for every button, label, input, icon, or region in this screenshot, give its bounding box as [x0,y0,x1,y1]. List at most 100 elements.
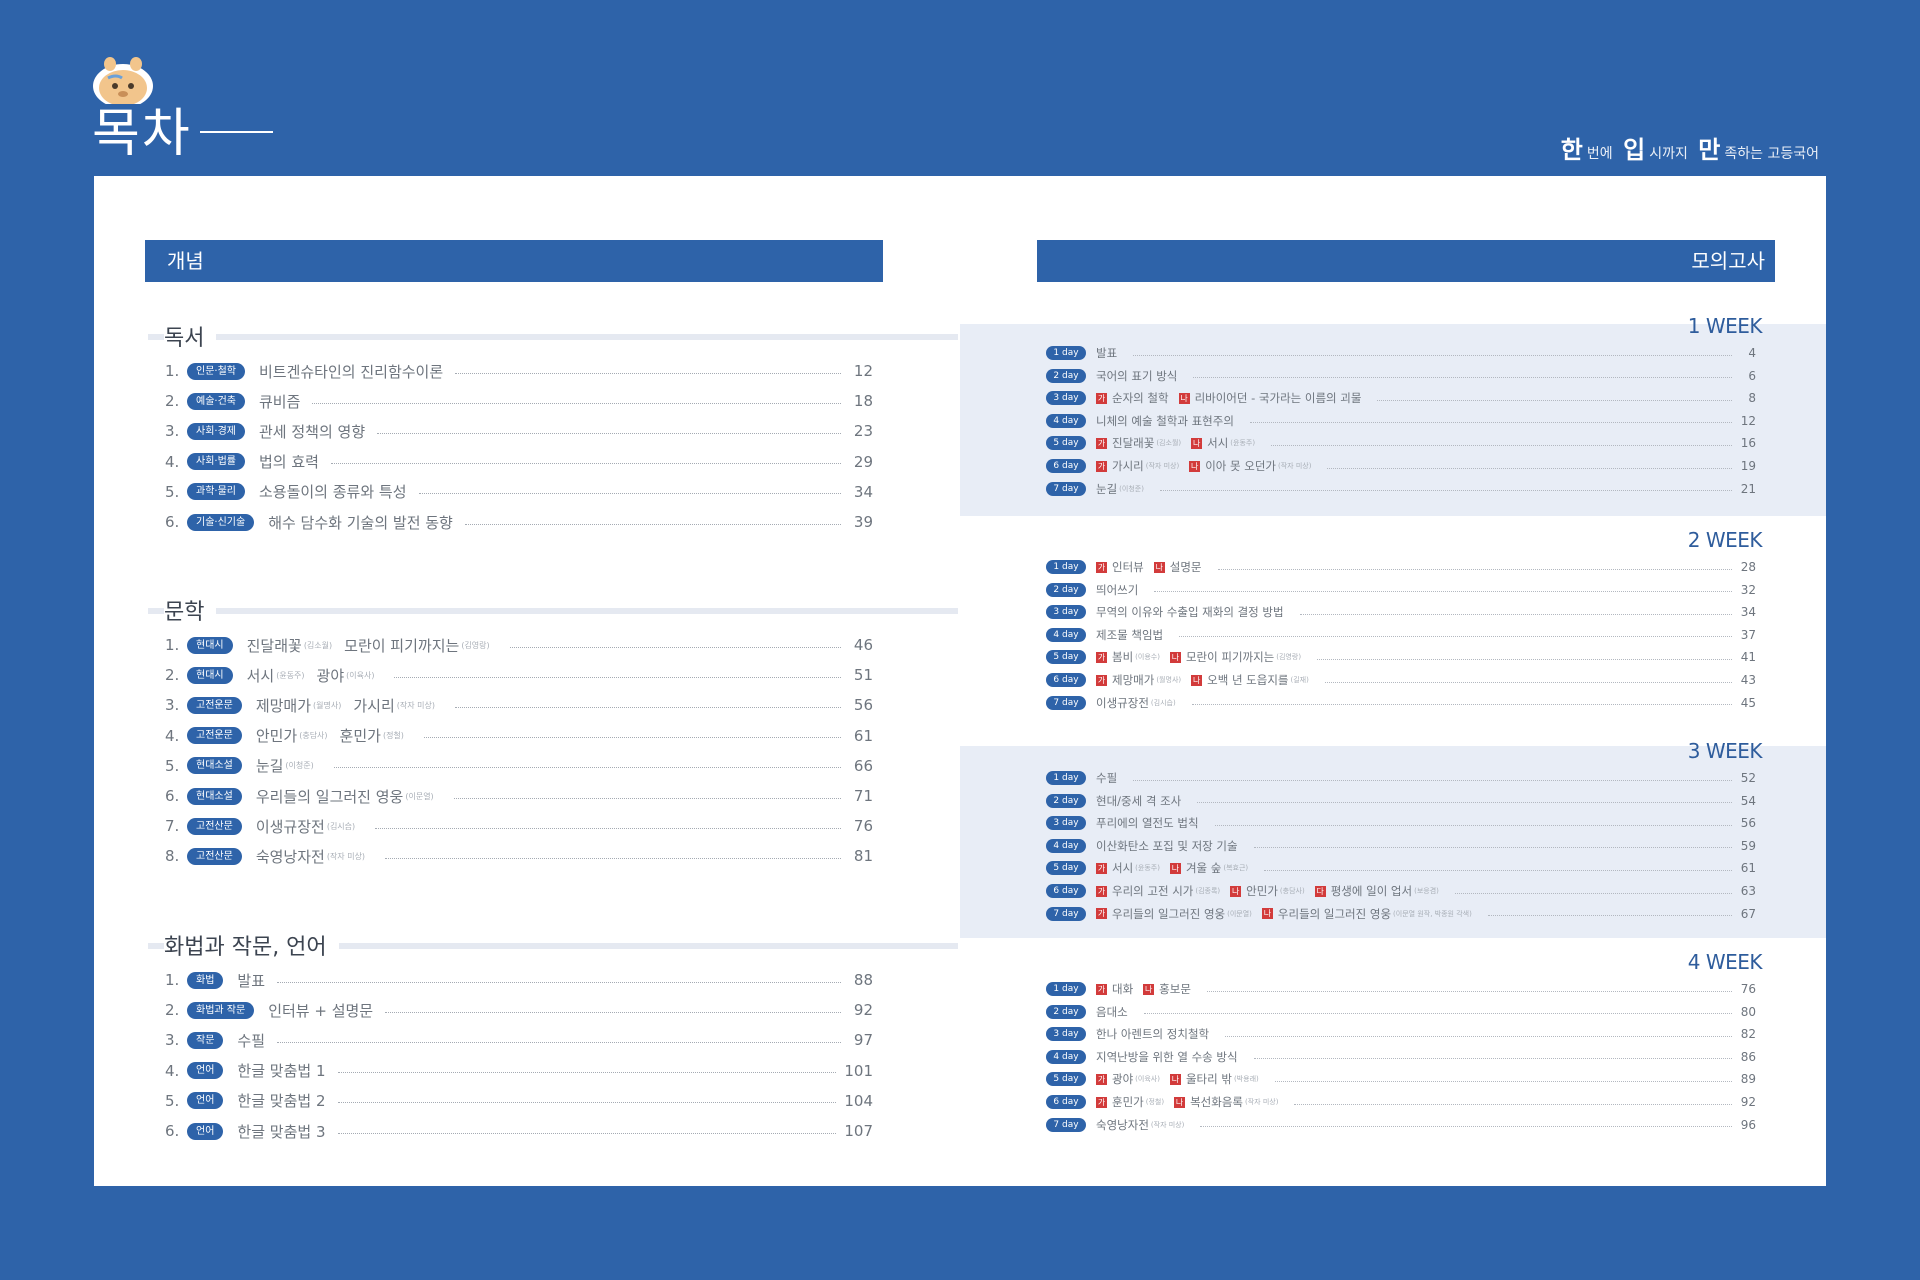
dot-leader [333,767,841,769]
toc-entry[interactable]: 4. 사회·법률 법의 효력 29 [165,449,873,475]
passage-author: (충담사) [1279,887,1305,895]
passage-tag-icon: 가 [1096,908,1107,920]
page-number: 107 [844,1122,873,1140]
week-label: 3 WEEK [1687,739,1763,763]
toc-entry[interactable]: 2. 현대시 서시 (윤동주) 광야 (이육사) 51 [165,662,873,688]
day-entry[interactable]: 6 day 가 우리의 고전 시가 (김종록) 나 안민가 (충담사) 다 평생에 일이 업서(… [1046,881,1756,901]
passage-author: (복효근) [1223,864,1249,873]
category-badge: 예술·건축 [187,392,245,410]
day-entry[interactable]: 7 day 눈길 (이청준) 21 [1046,479,1756,499]
passage-title: 평생에 일이 업서 [1330,884,1413,898]
entry-title: 한글 맞춤법 2 [237,1092,326,1111]
day-entry[interactable]: 6 day 가 훈민가 (정철) 나 복선화음록 (작자 미상) 92 [1046,1092,1756,1112]
day-entry[interactable]: 2 day 음대소 80 [1046,1002,1756,1022]
toc-entry[interactable]: 5. 현대소설 눈길 (이청준) 66 [165,753,873,779]
day-entry[interactable]: 4 day 지역난방을 위한 열 수송 방식 86 [1046,1047,1756,1067]
toc-entry[interactable]: 2. 예술·건축 큐비즘 18 [165,388,873,414]
tagline-big-3: 만 [1698,136,1721,164]
passage-title: 무역의 이유와 수출입 재화의 결정 방법 [1096,605,1284,620]
toc-entry[interactable]: 6. 현대소설 우리들의 일그러진 영웅 (이문열) 71 [165,783,873,809]
day-entry[interactable]: 2 day 띄어쓰기 32 [1046,580,1756,600]
day-entry[interactable]: 4 day 이산화탄소 포집 및 저장 기술 59 [1046,836,1756,856]
day-entry[interactable]: 1 day 발표 4 [1046,343,1756,363]
day-entry[interactable]: 2 day 현대/중세 격 조사 54 [1046,791,1756,811]
dot-leader [1317,658,1732,660]
passage-author: (이용수) [1135,653,1160,662]
page-number: 12 [1740,413,1756,428]
dot-leader [1133,779,1732,781]
entry-title: 안민가 [255,727,298,746]
day-entry[interactable]: 1 day 가 인터뷰 나 설명문 28 [1046,557,1756,577]
dot-leader [423,737,841,739]
category-badge: 사회·법률 [187,453,245,471]
toc-entry[interactable]: 4. 언어 한글 맞춤법 1 101 [165,1058,873,1084]
dot-leader [1253,847,1732,849]
day-entry[interactable]: 3 day 무역의 이유와 수출입 재화의 결정 방법 34 [1046,602,1756,622]
toc-entry[interactable]: 5. 과학·물리 소용돌이의 종류와 특성 34 [165,479,873,505]
toc-entry[interactable]: 3. 사회·경제 관세 정책의 영향 23 [165,418,873,444]
day-badge: 7 day [1046,695,1086,710]
dot-leader [1454,892,1732,894]
toc-entry[interactable]: 3. 고전운문 제망매가 (월명사) 가시리 (작자 미상) 56 [165,692,873,718]
dot-leader [1487,915,1732,917]
toc-entry[interactable]: 1. 화법 발표 88 [165,967,873,993]
toc-entry[interactable]: 2. 화법과 작문 인터뷰 + 설명문 92 [165,997,873,1023]
toc-entry[interactable]: 5. 언어 한글 맞춤법 2 104 [165,1088,873,1114]
day-entry[interactable]: 6 day 가 가시리 (작자 미상) 나 이아 못 오던가 (작자 미상) 19 [1046,456,1756,476]
entry-author-2: (작자 미상) [396,700,435,710]
toc-entry[interactable]: 4. 고전운문 안민가 (충담사) 훈민가 (정철) 61 [165,723,873,749]
dot-leader [1249,422,1732,424]
day-entry[interactable]: 1 day 가 대화 나 홍보문 76 [1046,979,1756,999]
day-entry[interactable]: 3 day 푸리에의 열전도 법칙 56 [1046,813,1756,833]
page-number: 6 [1748,368,1756,383]
day-entry[interactable]: 4 day 니체의 예술 철학과 표현주의 12 [1046,411,1756,431]
toc-entry[interactable]: 1. 현대시 진달래꽃 (김소월) 모란이 피기까지는 (김영랑) 46 [165,632,873,658]
day-entry[interactable]: 5 day 가 봄비 (이용수) 나 모란이 피기까지는 (김영랑) 41 [1046,647,1756,667]
day-badge: 5 day [1046,436,1086,451]
section-title: 화법과 작문, 언어 [164,929,339,961]
page-number: 80 [1740,1004,1756,1019]
entry-number: 5. [165,756,180,775]
day-badge: 2 day [1046,1004,1086,1019]
entry-number: 2. [165,392,180,411]
passage-title: 발표 [1096,346,1118,360]
passage-title: 니체의 예술 철학과 표현주의 [1096,413,1234,428]
passage-title: 설명문 [1169,560,1202,574]
entry-title: 한글 맞춤법 1 [237,1062,326,1081]
toc-entry[interactable]: 3. 작문 수필 97 [165,1027,873,1053]
page-number: 76 [853,817,873,836]
page-number: 32 [1740,582,1756,597]
page-number: 16 [1740,436,1756,451]
day-entry[interactable]: 5 day 가 서시 (윤동주) 나 겨울 숲 (복효근) 61 [1046,858,1756,878]
dot-leader [1159,490,1732,492]
passage-title: 띄어쓰기 [1096,582,1139,597]
entry-number: 2. [165,666,180,685]
dot-leader [1214,824,1732,826]
passage-author: (작자 미상) [1145,462,1180,470]
day-entry[interactable]: 7 day 가 우리들의 일그러진 영웅 (이문열) 나 우리들의 일그러진 영웅 (이문열… [1046,904,1756,924]
page-number: 34 [853,482,873,501]
day-entry[interactable]: 2 day 국어의 표기 방식 6 [1046,366,1756,386]
day-entry[interactable]: 3 day 한나 아렌트의 정치철학 82 [1046,1024,1756,1044]
category-badge: 기술·신기술 [187,513,255,531]
day-entry[interactable]: 3 day 가 순자의 철학 나 리바이어던 - 국가라는 이름의 괴물 8 [1046,388,1756,408]
toc-entry[interactable]: 7. 고전산문 이생규장전 (김시습) 76 [165,813,873,839]
dot-leader [337,1132,837,1134]
toc-entry[interactable]: 1. 인문·철학 비트겐슈타인의 진리함수이론 12 [165,358,873,384]
category-badge: 고전운문 [187,727,242,745]
toc-entry[interactable]: 6. 언어 한글 맞춤법 3 107 [165,1118,873,1144]
day-entry[interactable]: 1 day 수필 52 [1046,768,1756,788]
day-entry[interactable]: 6 day 가 제망매가 (월명사) 나 오백 년 도읍지를 (길재) 43 [1046,670,1756,690]
toc-entry[interactable]: 8. 고전산문 숙영낭자전 (작자 미상) 81 [165,843,873,869]
day-entry[interactable]: 4 day 제조물 책임법 37 [1046,625,1756,645]
passage-title: 이아 못 오던가 [1205,459,1276,473]
passage-author: (정철) [1145,1098,1165,1106]
day-entry[interactable]: 7 day 숙영낭자전 (작자 미상) 96 [1046,1115,1756,1135]
day-entry[interactable]: 5 day 가 광야 (이육사) 나 울타리 밖 (박용래) 89 [1046,1069,1756,1089]
day-entry[interactable]: 5 day 가 진달래꽃 (김소월) 나 서시 (윤동주) 16 [1046,433,1756,453]
day-badge: 6 day [1046,1095,1086,1109]
entry-author: (김시습) [326,821,356,831]
passage-title: 한나 아렌트의 정치철학 [1096,1027,1210,1042]
toc-entry[interactable]: 6. 기술·신기술 해수 담수화 기술의 발전 동향 39 [165,509,873,535]
day-entry[interactable]: 7 day 이생규장전 (김시습) 45 [1046,693,1756,713]
